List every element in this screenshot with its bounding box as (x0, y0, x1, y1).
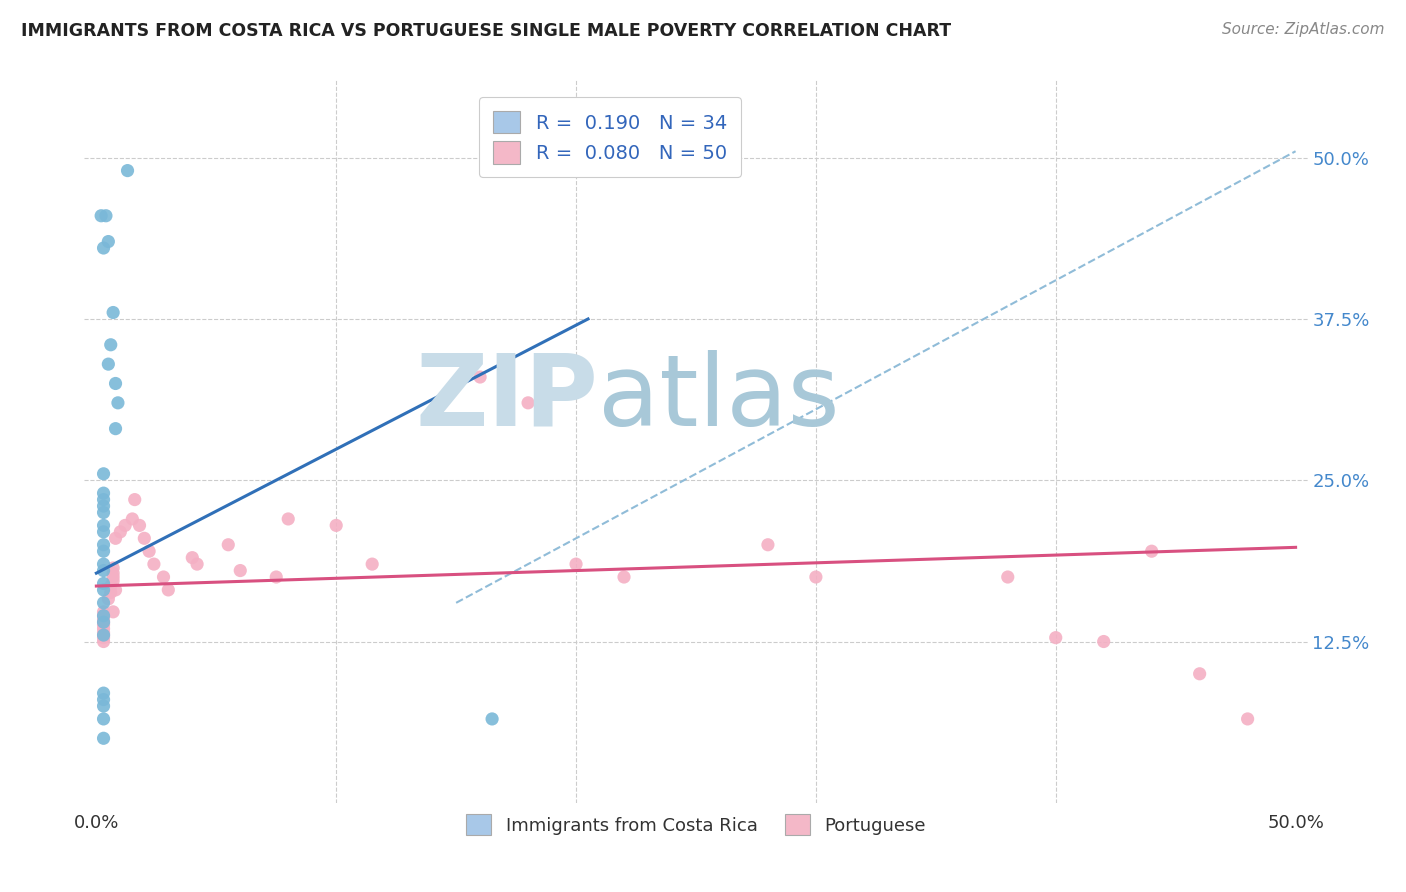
Point (101, 574, 124, 588)
Point (1236, 712, 1258, 726)
Point (93, 615, 115, 630)
Point (481, 712, 503, 726)
Point (93, 518, 115, 533)
Point (186, 557, 208, 571)
Point (1045, 631, 1067, 645)
Point (93, 628, 115, 642)
Point (93, 615, 115, 630)
Point (756, 538, 779, 552)
Point (1140, 544, 1163, 558)
Point (93, 608, 115, 623)
Point (93, 617, 115, 632)
Point (517, 396, 540, 410)
Point (93, 538, 115, 552)
Point (93, 241, 115, 255)
Point (128, 518, 150, 533)
Point (217, 538, 239, 552)
Point (104, 582, 127, 597)
Point (93, 625, 115, 640)
Point (93, 634, 115, 648)
Point (93, 628, 115, 642)
Point (804, 570, 827, 584)
Point (101, 570, 124, 584)
Point (93, 605, 115, 619)
Point (93, 544, 115, 558)
Text: ZIP: ZIP (415, 350, 598, 447)
Point (93, 731, 115, 746)
Point (90, 209, 112, 223)
Point (93, 596, 115, 610)
Point (104, 422, 127, 436)
Point (93, 622, 115, 636)
Point (101, 566, 124, 581)
Point (93, 486, 115, 500)
Point (93, 524, 115, 539)
Point (93, 712, 115, 726)
Point (93, 692, 115, 706)
Point (110, 524, 132, 539)
Point (181, 550, 204, 565)
Point (97, 591, 120, 606)
Point (1092, 634, 1115, 648)
Point (93, 631, 115, 645)
Point (361, 557, 384, 571)
Point (100, 579, 122, 593)
Point (114, 518, 136, 533)
Point (101, 605, 124, 619)
Point (121, 512, 143, 526)
Point (134, 531, 156, 545)
Point (264, 570, 287, 584)
Point (93, 613, 115, 627)
Text: IMMIGRANTS FROM COSTA RICA VS PORTUGUESE SINGLE MALE POVERTY CORRELATION CHART: IMMIGRANTS FROM COSTA RICA VS PORTUGUESE… (21, 22, 952, 40)
Point (93, 582, 115, 597)
Point (152, 570, 174, 584)
Point (277, 512, 299, 526)
Point (104, 376, 127, 391)
Point (93, 467, 115, 481)
Point (93, 564, 115, 578)
Point (93, 499, 115, 513)
Point (229, 564, 252, 578)
Point (100, 585, 122, 599)
Point (97, 357, 120, 371)
Point (325, 518, 347, 533)
Point (142, 557, 165, 571)
Point (101, 305, 124, 319)
Point (97, 235, 120, 249)
Point (93, 506, 115, 520)
Point (997, 570, 1019, 584)
Text: atlas: atlas (598, 350, 839, 447)
Point (94, 209, 117, 223)
Point (93, 608, 115, 623)
Point (93, 557, 115, 571)
Point (104, 531, 127, 545)
Point (138, 544, 160, 558)
Point (93, 492, 115, 507)
Point (93, 699, 115, 714)
Legend: Immigrants from Costa Rica, Portuguese: Immigrants from Costa Rica, Portuguese (453, 802, 939, 848)
Point (565, 557, 588, 571)
Point (100, 338, 122, 352)
Text: Source: ZipAtlas.com: Source: ZipAtlas.com (1222, 22, 1385, 37)
Point (117, 163, 139, 178)
Point (93, 576, 115, 591)
Point (1188, 666, 1211, 681)
Point (107, 396, 129, 410)
Point (101, 561, 124, 575)
Point (93, 686, 115, 700)
Point (468, 370, 491, 384)
Point (124, 492, 146, 507)
Point (157, 582, 180, 597)
Point (613, 570, 636, 584)
